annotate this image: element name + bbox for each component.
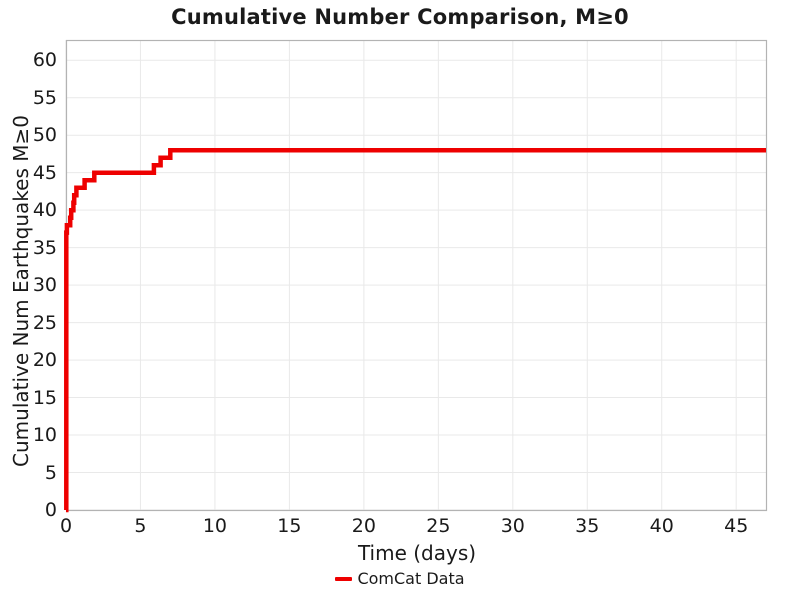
legend-label: ComCat Data [357, 569, 465, 588]
y-tick-label: 15 [32, 386, 57, 409]
y-tick-label: 10 [32, 424, 57, 447]
y-tick-label: 20 [32, 349, 57, 372]
y-tick-label: 45 [32, 161, 57, 184]
y-tick-label: 60 [32, 49, 57, 72]
comcat-data-line [64, 147, 766, 513]
x-tick-label: 35 [575, 515, 600, 537]
x-tick-label: 40 [649, 515, 674, 537]
x-tick-label: 30 [500, 515, 525, 537]
x-axis-label: Time (days) [357, 541, 477, 565]
x-tick-label: 15 [277, 515, 302, 537]
x-tick-label: 25 [426, 515, 451, 537]
y-tick-label: 5 [44, 461, 57, 484]
y-tick-label: 55 [32, 86, 57, 109]
x-tick-label: 5 [134, 515, 147, 537]
y-tick-label: 50 [32, 124, 57, 147]
legend-line-swatch [335, 576, 353, 581]
x-tick-label: 0 [59, 515, 73, 537]
y-tick-label: 25 [32, 311, 57, 334]
y-tick-label: 30 [32, 274, 57, 297]
y-tick-label: 0 [44, 499, 57, 521]
x-tick-label: 45 [724, 515, 749, 537]
x-tick-label: 10 [202, 515, 228, 537]
legend: ComCat Data [0, 569, 800, 588]
y-tick-label: 40 [32, 199, 57, 222]
x-tick-label: 20 [351, 515, 376, 537]
y-tick-label: 35 [32, 236, 57, 259]
chart-title: Cumulative Number Comparison, M≥0 [171, 5, 629, 29]
